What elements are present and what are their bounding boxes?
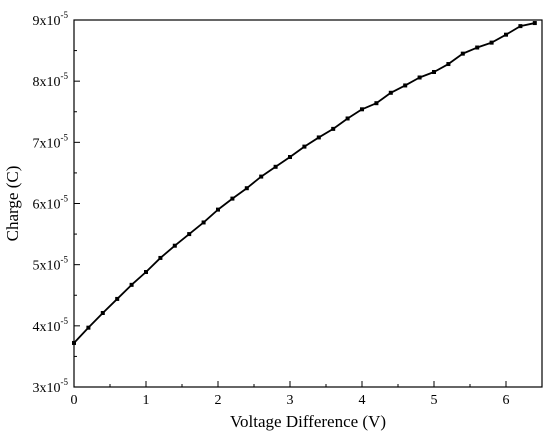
y-tick-mantissa: 5x10 [33, 259, 61, 274]
data-point [331, 126, 336, 131]
data-point [129, 282, 134, 287]
y-tick-label: 4x10-5 [33, 316, 69, 335]
data-point [388, 90, 393, 95]
data-point [259, 174, 264, 179]
y-tick-mantissa: 7x10 [33, 136, 61, 151]
data-point [532, 21, 537, 26]
x-tick-label: 6 [503, 393, 510, 408]
y-tick-label: 5x10-5 [33, 255, 69, 274]
y-tick-label: 6x10-5 [33, 194, 69, 213]
y-tick-label: 8x10-5 [33, 71, 69, 90]
data-point [360, 107, 364, 112]
y-axis-ticks: 3x10-54x10-55x10-56x10-57x10-58x10-59x10… [33, 10, 80, 396]
data-point [100, 310, 105, 315]
data-point [446, 62, 451, 67]
data-point [144, 270, 148, 275]
x-tick-label: 3 [287, 393, 294, 408]
data-point [230, 196, 235, 201]
y-tick-label: 9x10-5 [33, 10, 69, 29]
x-tick-label: 0 [71, 393, 78, 408]
y-tick-mantissa: 4x10 [33, 320, 61, 335]
x-tick-label: 2 [215, 393, 222, 408]
data-point [432, 69, 436, 74]
data-point [86, 325, 91, 330]
data-point [504, 32, 508, 37]
y-tick-exponent: -5 [61, 255, 69, 265]
y-tick-exponent: -5 [61, 377, 69, 387]
x-axis-ticks: 0 1 2 3 4 5 6 [71, 381, 510, 408]
data-point [244, 186, 249, 191]
data-point [172, 243, 177, 248]
y-tick-mantissa: 3x10 [33, 381, 61, 396]
data-point [201, 220, 206, 225]
y-tick-exponent: -5 [61, 194, 69, 204]
y-tick-mantissa: 6x10 [33, 198, 61, 213]
data-point [72, 340, 76, 345]
y-tick-label: 7x10-5 [33, 132, 69, 151]
plot-frame [73, 19, 543, 388]
y-tick-mantissa: 8x10 [33, 75, 61, 90]
data-point [158, 255, 163, 260]
y-tick-exponent: -5 [61, 316, 69, 326]
data-point [345, 116, 350, 121]
x-tick-label: 5 [431, 393, 438, 408]
x-axis-title: Voltage Difference (V) [230, 412, 386, 431]
data-point [475, 45, 480, 50]
data-point [403, 83, 408, 88]
data-point [489, 40, 494, 45]
data-point [115, 296, 120, 301]
y-axis-title: Charge (C) [3, 166, 22, 242]
data-point [316, 135, 321, 140]
y-tick-mantissa: 9x10 [33, 14, 61, 29]
data-point [460, 51, 465, 56]
data-point [273, 164, 278, 169]
y-tick-exponent: -5 [61, 71, 69, 81]
x-tick-label: 1 [143, 393, 150, 408]
series-line [73, 22, 535, 344]
data-point [518, 24, 523, 29]
x-tick-label: 4 [359, 393, 366, 408]
series-layer [72, 21, 537, 345]
data-point [417, 75, 422, 80]
data-point [288, 155, 292, 160]
y-tick-exponent: -5 [61, 10, 69, 20]
data-point [302, 144, 307, 149]
data-point [216, 207, 220, 212]
y-tick-exponent: -5 [61, 132, 69, 142]
y-tick-label: 3x10-5 [33, 377, 69, 396]
data-point [187, 232, 192, 237]
data-point [374, 101, 379, 106]
